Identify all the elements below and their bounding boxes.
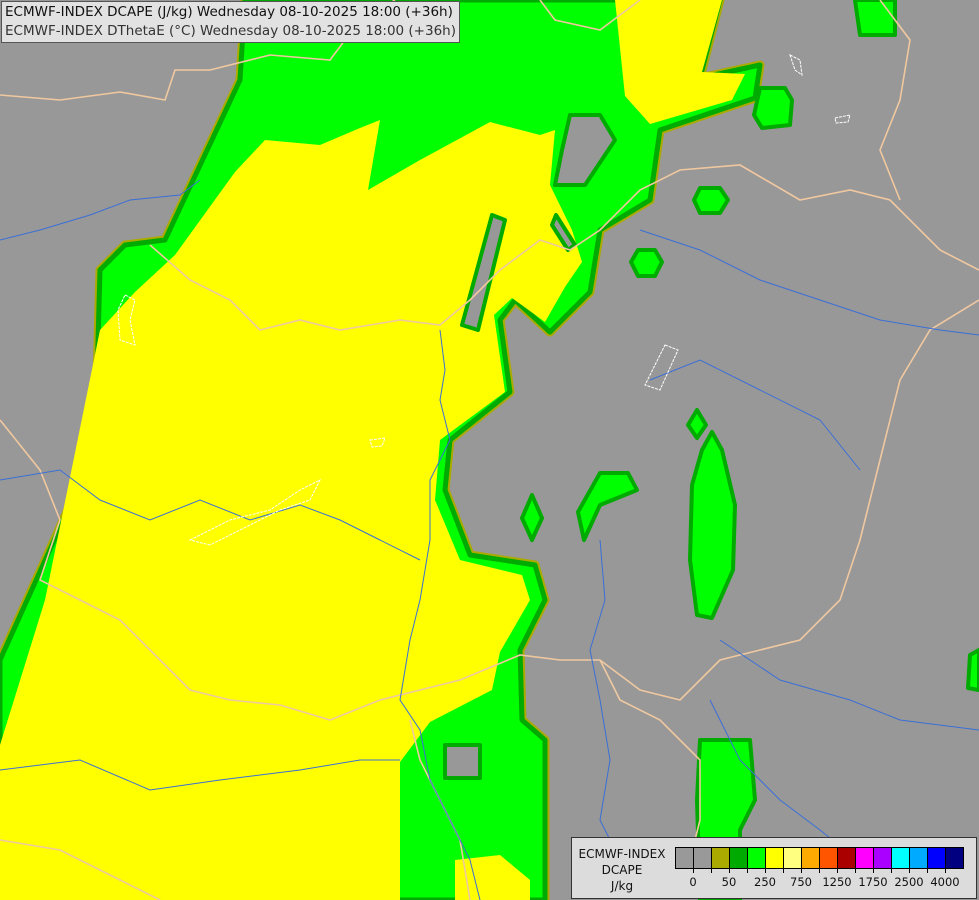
legend-tick-label: 4000	[930, 875, 960, 889]
legend-swatch	[928, 848, 946, 868]
legend-tick	[945, 868, 946, 873]
legend-swatches	[675, 847, 964, 869]
legend-swatch	[892, 848, 910, 868]
legend-tick	[837, 868, 838, 873]
legend-tick-label: 750	[790, 875, 812, 889]
legend-swatch	[730, 848, 748, 868]
legend-tick-label: 2500	[894, 875, 924, 889]
dthetae-contours	[117, 54, 851, 546]
legend-swatch	[748, 848, 766, 868]
legend-tick-label: 1250	[822, 875, 852, 889]
color-legend: ECMWF-INDEX DCAPE J/kg 0 50 250 750 1250 1750…	[571, 837, 977, 899]
legend-swatch	[694, 848, 712, 868]
map-title-box: ECMWF-INDEX DCAPE (J/kg) Wednesday 08-10…	[1, 1, 460, 43]
legend-swatch	[712, 848, 730, 868]
legend-swatch	[856, 848, 874, 868]
legend-swatch	[820, 848, 838, 868]
legend-tick	[693, 868, 694, 873]
legend-tick	[729, 868, 730, 873]
legend-swatch	[802, 848, 820, 868]
dcape-green-blobs	[188, 0, 979, 900]
legend-title-line: ECMWF-INDEX	[578, 847, 666, 861]
legend-swatch	[946, 848, 963, 868]
legend-tick	[873, 868, 874, 873]
legend-swatch	[766, 848, 784, 868]
legend-tick-label: 1750	[858, 875, 888, 889]
legend-tick	[855, 868, 856, 873]
rivers	[0, 179, 979, 900]
legend-tick	[783, 868, 784, 873]
legend-swatch	[676, 848, 694, 868]
title-dthetae: ECMWF-INDEX DThetaE (°C) Wednesday 08-10…	[5, 23, 456, 39]
legend-title-line: J/kg	[610, 879, 634, 893]
legend-tick	[909, 868, 910, 873]
legend-tick	[891, 868, 892, 873]
title-dcape: ECMWF-INDEX DCAPE (J/kg) Wednesday 08-10…	[5, 4, 453, 20]
legend-tick-label: 250	[754, 875, 776, 889]
dcape-750-area	[0, 0, 745, 900]
legend-swatch	[874, 848, 892, 868]
legend-tick	[765, 868, 766, 873]
legend-tick	[819, 868, 820, 873]
legend-tick-label: 0	[689, 875, 697, 889]
legend-tick	[801, 868, 802, 873]
legend-swatch	[838, 848, 856, 868]
legend-tick	[747, 868, 748, 873]
legend-tick	[711, 868, 712, 873]
legend-title: ECMWF-INDEX DCAPE J/kg	[576, 846, 668, 894]
legend-swatch	[910, 848, 928, 868]
legend-swatch	[784, 848, 802, 868]
legend-title-line: DCAPE	[601, 863, 643, 877]
legend-tick-label: 50	[721, 875, 737, 889]
legend-tick	[927, 868, 928, 873]
